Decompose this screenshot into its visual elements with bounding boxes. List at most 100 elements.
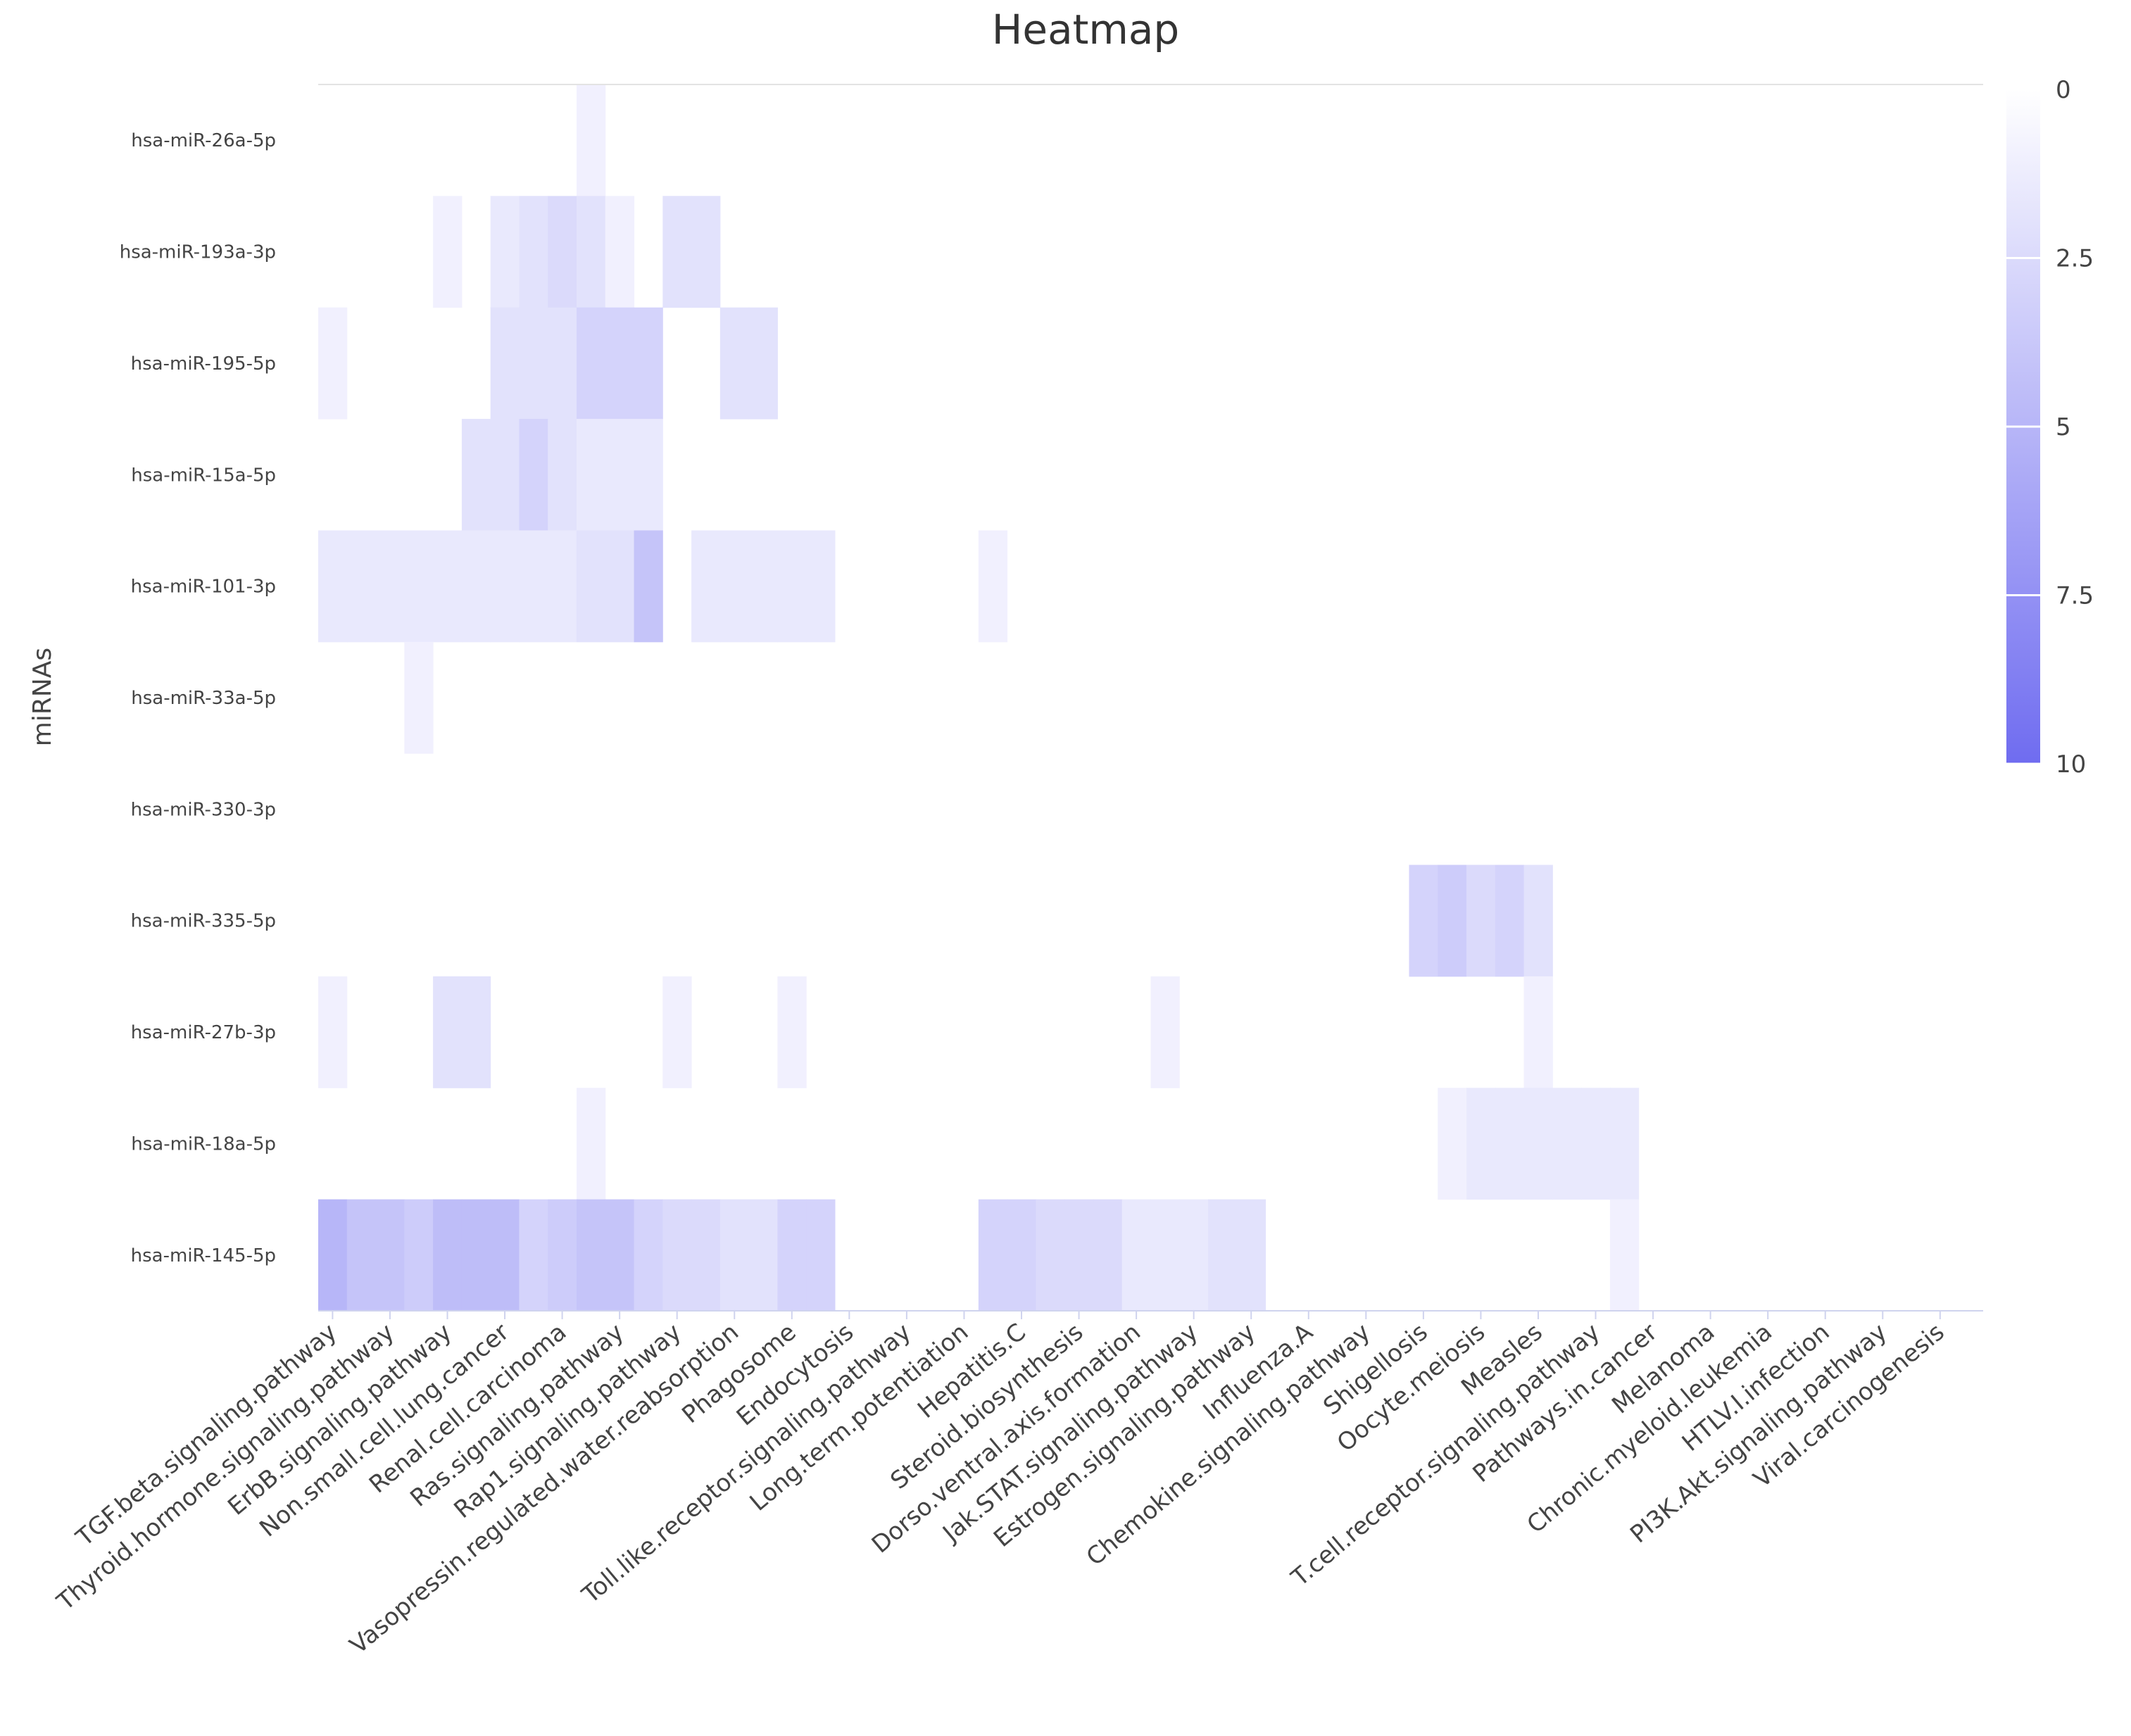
heatmap-cell — [1409, 864, 1438, 977]
heatmap-cell — [605, 530, 635, 643]
heatmap-cell — [605, 196, 635, 308]
heatmap-cell — [404, 530, 434, 643]
heatmap-cell — [318, 1199, 348, 1312]
heatmap-cell — [1552, 1088, 1582, 1200]
row-label: hsa-miR-18a-5p — [131, 1134, 276, 1155]
row-label: hsa-miR-193a-3p — [120, 242, 276, 263]
heatmap-cell — [1236, 1199, 1266, 1312]
heatmap-cell — [519, 307, 548, 420]
heatmap-cell — [375, 530, 405, 643]
heatmap-cell — [1609, 1088, 1640, 1200]
heatmap-cell — [490, 1199, 520, 1312]
heatmap-cell — [576, 307, 606, 420]
heatmap-cell — [777, 976, 807, 1088]
heatmap-cell — [404, 1199, 434, 1312]
heatmap-cell — [375, 1199, 405, 1312]
heatmap-cell — [1438, 1088, 1467, 1200]
heatmap-cell — [634, 1199, 663, 1312]
heatmap-cell — [1179, 1199, 1209, 1312]
heatmap-cell — [346, 530, 377, 643]
y-axis-title: miRNAs — [28, 648, 57, 746]
heatmap-cell — [1438, 864, 1467, 977]
heatmap-cell — [978, 530, 1008, 643]
heatmap-cell — [576, 1199, 606, 1312]
heatmap-cell — [461, 1199, 491, 1312]
heatmap-cell — [548, 530, 577, 643]
heatmap-cell — [1495, 1088, 1525, 1200]
heatmap-cell — [806, 1199, 836, 1312]
heatmap-cell — [1466, 1088, 1496, 1200]
heatmap-cell — [576, 530, 606, 643]
heatmap-cell — [634, 530, 663, 643]
heatmap-cell — [634, 307, 663, 420]
colorbar-label: 5 — [2056, 413, 2071, 441]
heatmap-cell — [461, 530, 491, 643]
heatmap-cell — [1208, 1199, 1238, 1312]
row-label: hsa-miR-330-3p — [131, 799, 276, 820]
heatmap-cell — [519, 419, 548, 531]
heatmap-cell — [662, 976, 692, 1088]
heatmap-cell — [433, 196, 463, 308]
heatmap-cell — [576, 1088, 606, 1200]
heatmap-cell — [605, 419, 635, 531]
heatmap-cell — [490, 419, 520, 531]
heatmap-cell — [1609, 1199, 1640, 1312]
heatmap-cell — [748, 307, 778, 420]
heatmap-cell — [548, 1199, 577, 1312]
column-labels: TGF.beta.signaling.pathwayThyroid.hormon… — [51, 1310, 1983, 1660]
heatmap-cell — [576, 419, 606, 531]
heatmap-cell — [576, 196, 606, 308]
heatmap-cell — [691, 530, 721, 643]
heatmap-cell — [1007, 1199, 1036, 1312]
heatmap-cell — [490, 307, 520, 420]
chart-title: Heatmap — [992, 6, 1179, 54]
heatmap-cell — [519, 1199, 548, 1312]
heatmap-cell — [1495, 864, 1525, 977]
heatmap-cell — [548, 307, 577, 420]
heatmap-cell — [404, 641, 434, 754]
colorbar-label: 2.5 — [2056, 245, 2094, 273]
heatmap-cell — [490, 196, 520, 308]
heatmap-cell — [433, 976, 463, 1088]
heatmap-cell — [433, 1199, 463, 1312]
colorbar-legend: 0 2.5 5 7.5 10 — [2006, 76, 2094, 779]
heatmap-cell — [548, 419, 577, 531]
heatmap-cell — [461, 419, 491, 531]
heatmap-cell — [1523, 864, 1553, 977]
row-label: hsa-miR-27b-3p — [131, 1022, 276, 1043]
heatmap-cell — [634, 419, 663, 531]
heatmap-cell — [318, 976, 348, 1088]
heatmap-cell — [719, 1199, 750, 1312]
heatmap-cells — [318, 84, 1640, 1312]
heatmap-cell — [519, 196, 548, 308]
colorbar-label: 10 — [2056, 750, 2086, 779]
colorbar-label: 7.5 — [2056, 582, 2094, 610]
heatmap-cell — [719, 530, 750, 643]
row-label: hsa-miR-15a-5p — [131, 465, 276, 486]
row-labels: hsa-miR-26a-5p hsa-miR-193a-3p hsa-miR-195… — [120, 130, 276, 1266]
row-label: hsa-miR-335-5p — [131, 911, 276, 932]
row-label: hsa-miR-26a-5p — [131, 130, 276, 151]
heatmap-cell — [519, 530, 548, 643]
heatmap-cell — [662, 196, 692, 308]
heatmap-cell — [1093, 1199, 1123, 1312]
heatmap-cell — [1064, 1199, 1094, 1312]
colorbar-label: 0 — [2056, 76, 2071, 104]
heatmap-cell — [1523, 976, 1553, 1088]
heatmap-cell — [719, 307, 750, 420]
heatmap-cell — [662, 1199, 692, 1312]
heatmap-cell — [346, 1199, 377, 1312]
heatmap-cell — [318, 530, 348, 643]
heatmap-cell — [490, 530, 520, 643]
heatmap-cell — [1523, 1088, 1553, 1200]
heatmap-cell — [433, 530, 463, 643]
heatmap-cell — [1036, 1199, 1065, 1312]
heatmap-cell — [978, 1199, 1008, 1312]
heatmap-cell — [1121, 1199, 1151, 1312]
heatmap-cell — [748, 530, 778, 643]
heatmap-cell — [1150, 976, 1180, 1088]
heatmap-cell — [691, 196, 721, 308]
heatmap-cell — [605, 307, 635, 420]
row-label: hsa-miR-33a-5p — [131, 688, 276, 709]
